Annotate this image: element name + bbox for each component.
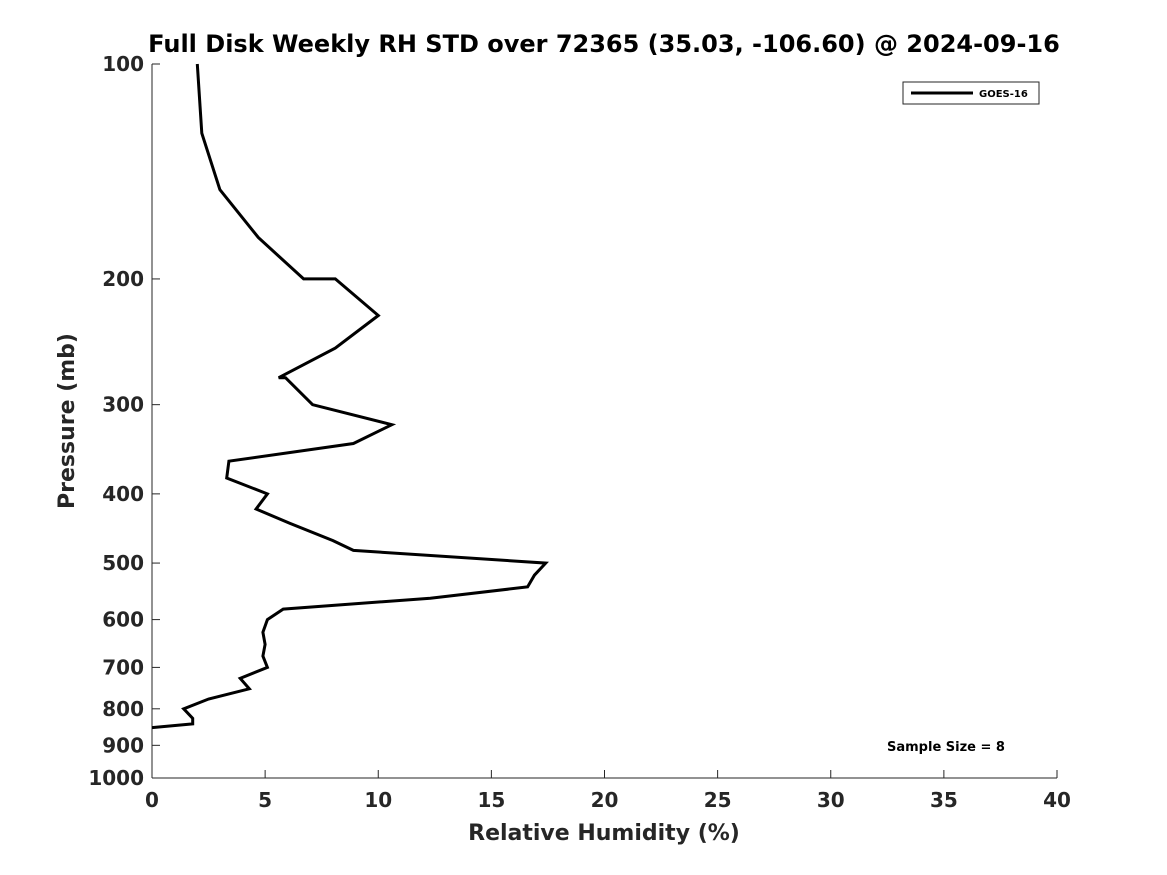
- y-tick-label: 100: [102, 52, 144, 76]
- chart-title: Full Disk Weekly RH STD over 72365 (35.0…: [148, 30, 1060, 58]
- y-tick-label: 1000: [88, 766, 144, 790]
- x-tick-label: 25: [704, 788, 732, 812]
- x-tick-label: 0: [145, 788, 159, 812]
- x-tick-label: 10: [364, 788, 392, 812]
- x-axis-label: Relative Humidity (%): [468, 821, 740, 846]
- x-tick-label: 20: [591, 788, 619, 812]
- y-tick-label: 200: [102, 267, 144, 291]
- y-tick-label: 900: [102, 733, 144, 757]
- y-tick-label: 600: [102, 608, 144, 632]
- y-tick-label: 500: [102, 551, 144, 575]
- series-layer: [151, 63, 549, 730]
- y-tick-label: 800: [102, 697, 144, 721]
- sample-size-annotation: Sample Size = 8: [887, 740, 1005, 755]
- y-axis-ticks: 100 200 300 400 500 600 700 800 900 1000: [88, 52, 160, 790]
- x-tick-label: 15: [477, 788, 505, 812]
- x-tick-label: 5: [258, 788, 272, 812]
- y-axis-label: Pressure (mb): [55, 333, 80, 509]
- x-axis-ticks: 0 5 10 15 20 25 30 35 40: [145, 770, 1071, 812]
- x-tick-label: 40: [1043, 788, 1071, 812]
- x-tick-label: 35: [930, 788, 958, 812]
- y-tick-label: 400: [102, 482, 144, 506]
- legend-entry-goes-16: GOES-16: [979, 89, 1028, 100]
- y-tick-label: 300: [102, 393, 144, 417]
- series-line-goes-16: [151, 63, 549, 730]
- legend: GOES-16: [902, 81, 1040, 105]
- x-tick-label: 30: [817, 788, 845, 812]
- y-tick-label: 700: [102, 655, 144, 679]
